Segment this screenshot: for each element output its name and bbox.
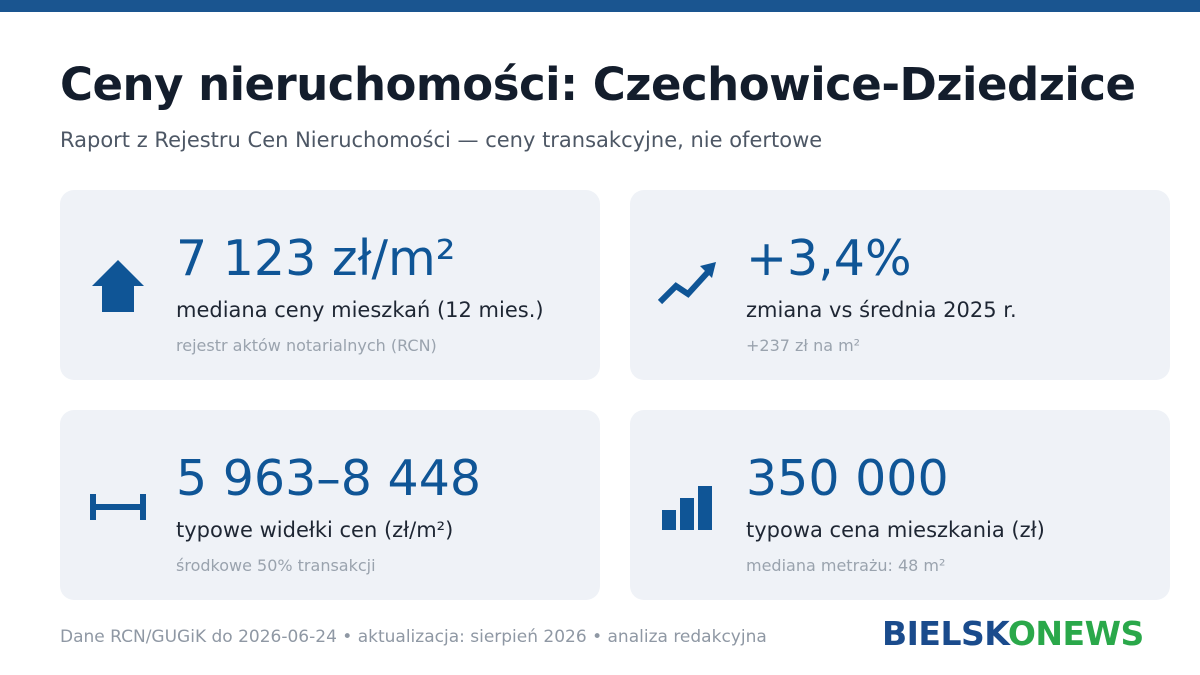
logo-part: NEWS	[1035, 614, 1144, 653]
range-icon	[90, 494, 146, 520]
card-value: +3,4%	[746, 230, 912, 287]
bars-icon	[662, 486, 712, 530]
card-note: środkowe 50% transakcji	[176, 556, 376, 575]
logo-part: BIELSK	[882, 614, 1008, 653]
logo-part: O	[1007, 614, 1036, 653]
footer-text: Dane RCN/GUGiK do 2026-06-24 • aktualiza…	[60, 627, 767, 647]
logo: BIELSKONEWS	[882, 614, 1144, 653]
house-icon	[92, 260, 144, 312]
card-value: 5 963–8 448	[176, 450, 482, 507]
card: 7 123 zł/m² mediana ceny mieszkań (12 mi…	[60, 190, 600, 380]
card-label: mediana ceny mieszkań (12 mies.)	[176, 298, 544, 322]
card-note: rejestr aktów notarialnych (RCN)	[176, 336, 437, 355]
subtitle: Raport z Rejestru Cen Nieruchomości — ce…	[60, 128, 823, 152]
card-label: typowe widełki cen (zł/m²)	[176, 518, 454, 542]
card-note: mediana metrażu: 48 m²	[746, 556, 946, 575]
card-value: 7 123 zł/m²	[176, 230, 456, 287]
card-note: +237 zł na m²	[746, 336, 861, 355]
title: Ceny nieruchomości: Czechowice-Dziedzice	[60, 58, 1136, 111]
card: 350 000 typowa cena mieszkania (zł) medi…	[630, 410, 1170, 600]
card-label: zmiana vs średnia 2025 r.	[746, 298, 1017, 322]
top-bar	[0, 0, 1200, 12]
card-label: typowa cena mieszkania (zł)	[746, 518, 1045, 542]
card: +3,4% zmiana vs średnia 2025 r. +237 zł …	[630, 190, 1170, 380]
card-value: 350 000	[746, 450, 949, 507]
card: 5 963–8 448 typowe widełki cen (zł/m²) ś…	[60, 410, 600, 600]
trend-icon	[658, 262, 716, 305]
